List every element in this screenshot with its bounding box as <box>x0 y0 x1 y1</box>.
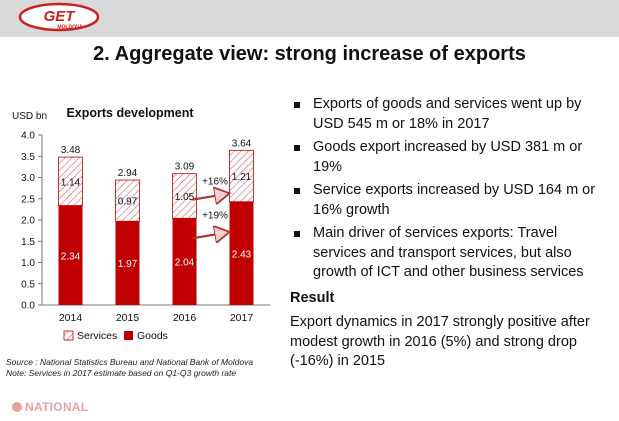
goods-value-label: 2.43 <box>232 249 252 260</box>
result-text: Export dynamics in 2017 strongly positiv… <box>290 314 590 369</box>
legend-swatch-goods <box>124 331 133 340</box>
services-value-label: 1.21 <box>232 172 252 183</box>
national-icon <box>12 402 22 412</box>
services-value-label: 1.14 <box>61 177 81 188</box>
total-value-label: 3.64 <box>232 138 252 149</box>
total-value-label: 3.09 <box>175 162 195 173</box>
bar-goods <box>58 205 83 305</box>
growth-arrow-goods <box>192 232 228 238</box>
legend-label-services: Services <box>77 330 117 342</box>
growth-label-services: +16% <box>202 177 228 188</box>
bar-services <box>172 173 197 219</box>
slide-title: 2. Aggregate view: strong increase of ex… <box>93 43 526 65</box>
bullet-marker <box>294 102 300 108</box>
top-bar <box>0 0 619 37</box>
x-tick-label: 2014 <box>59 312 83 324</box>
x-tick-label: 2016 <box>173 312 197 324</box>
national-brand: NATIONAL <box>25 400 89 414</box>
bullet-text: Main driver of services exports: Travel … <box>313 225 584 280</box>
goods-value-label: 2.04 <box>175 258 195 269</box>
result-heading: Result <box>290 289 335 306</box>
y-tick-label: 2.5 <box>21 194 35 205</box>
bar-services <box>115 179 140 222</box>
svg-text:GET: GET <box>44 8 77 25</box>
y-tick-label: 1.0 <box>21 258 35 269</box>
bullet-marker <box>294 231 300 237</box>
services-value-label: 0.97 <box>118 197 138 208</box>
bullet-text: Service exports increased by USD 164 m o… <box>313 182 596 218</box>
x-tick-label: 2017 <box>230 312 254 324</box>
total-value-label: 2.94 <box>118 168 138 179</box>
exports-chart: Exports development USD bn 0.0 0.5 1.0 1.5 2.0… <box>12 106 270 342</box>
bullet-item: Main driver of services exports: Travel … <box>290 224 610 283</box>
goods-value-label: 2.34 <box>61 251 81 262</box>
bullet-marker <box>294 188 300 194</box>
get-moldova-logo: GET MOLDOVA <box>18 2 100 32</box>
growth-label-goods: +19% <box>202 210 228 221</box>
y-axis-label: USD bn <box>12 111 47 122</box>
y-tick-label: 0.0 <box>21 301 35 312</box>
bar-services <box>58 156 83 206</box>
y-tick-label: 2.0 <box>21 216 35 227</box>
goods-value-label: 1.97 <box>118 259 138 270</box>
bar-goods <box>229 201 254 305</box>
note-line: Note: Services in 2017 estimate based on… <box>6 367 237 378</box>
source-note: Source : National Statistics Bureau and … <box>6 357 253 378</box>
x-tick-label: 2015 <box>116 312 140 324</box>
bullet-list: Exports of goods and services went up by… <box>290 95 610 372</box>
bar-services <box>229 149 254 203</box>
bullet-item: Service exports increased by USD 164 m o… <box>290 181 610 220</box>
source-line: Source : National Statistics Bureau and … <box>6 357 254 367</box>
y-tick-label: 4.0 <box>21 131 35 142</box>
bullet-text: Exports of goods and services went up by… <box>313 96 582 132</box>
y-tick-label: 0.5 <box>21 279 35 290</box>
bullet-text: Goods export increased by USD 381 m or 1… <box>313 139 583 175</box>
bar-goods <box>115 221 140 305</box>
growth-arrow-services <box>192 194 228 200</box>
total-value-label: 3.48 <box>61 145 81 156</box>
legend-swatch-services <box>63 330 74 341</box>
bullet-marker <box>294 145 300 151</box>
y-tick-label: 3.5 <box>21 152 35 163</box>
bullet-item: Exports of goods and services went up by… <box>290 95 610 134</box>
services-value-label: 1.05 <box>175 192 195 203</box>
chart-title: Exports development <box>66 106 194 120</box>
y-tick-label: 1.5 <box>21 237 35 248</box>
legend-label-goods: Goods <box>137 330 168 342</box>
y-tick-label: 3.0 <box>21 173 35 184</box>
svg-text:MOLDOVA: MOLDOVA <box>57 25 83 31</box>
bullet-item: Goods export increased by USD 381 m or 1… <box>290 138 610 177</box>
national-footer-logo: NATIONAL <box>12 400 89 414</box>
bar-goods <box>172 218 197 305</box>
